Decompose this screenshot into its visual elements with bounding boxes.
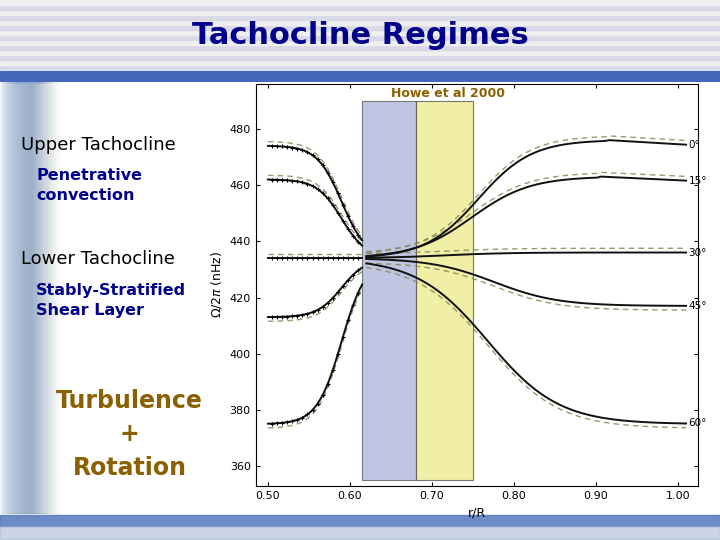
- Bar: [0, 0, 720, 5]
- Bar: [415, 100, 473, 481]
- Bar: [0, 30, 720, 35]
- Bar: [6, 82, 37, 514]
- Bar: [18, 82, 49, 514]
- Bar: [23, 82, 54, 514]
- Bar: [0, 50, 720, 55]
- Bar: [30, 82, 62, 514]
- Bar: [22, 82, 53, 514]
- Bar: [27, 82, 58, 514]
- Bar: [0, 55, 720, 60]
- Bar: [26, 82, 57, 514]
- Bar: [24, 82, 55, 514]
- Bar: [7, 82, 38, 514]
- Bar: [28, 82, 59, 514]
- Bar: [3, 82, 35, 514]
- Text: 15°: 15°: [688, 176, 707, 186]
- Text: Turbulence
+
Rotation: Turbulence + Rotation: [56, 389, 203, 480]
- Bar: [17, 82, 48, 514]
- Bar: [27, 82, 58, 514]
- Bar: [0, 35, 720, 40]
- Bar: [15, 82, 46, 514]
- Bar: [0, 82, 31, 514]
- Bar: [13, 82, 44, 514]
- Text: Howe et al 2000: Howe et al 2000: [391, 87, 505, 100]
- Bar: [21, 82, 53, 514]
- Bar: [5, 82, 36, 514]
- Bar: [25, 82, 56, 514]
- Bar: [9, 82, 40, 514]
- Text: Stably-Stratified
Shear Layer: Stably-Stratified Shear Layer: [36, 283, 186, 318]
- Bar: [0, 515, 720, 526]
- Y-axis label: $\Omega/2\pi$ (nHz): $\Omega/2\pi$ (nHz): [209, 251, 224, 319]
- Bar: [362, 100, 415, 481]
- Bar: [16, 82, 48, 514]
- Bar: [2, 82, 34, 514]
- Text: Lower Tachocline: Lower Tachocline: [21, 250, 175, 268]
- Bar: [25, 82, 57, 514]
- Text: 60°: 60°: [688, 418, 707, 428]
- Bar: [0, 40, 720, 45]
- Bar: [24, 82, 55, 514]
- Bar: [6, 82, 37, 514]
- Text: Upper Tachocline: Upper Tachocline: [21, 136, 176, 154]
- Text: 30°: 30°: [688, 247, 707, 258]
- Bar: [7, 82, 39, 514]
- Bar: [1, 82, 32, 514]
- Bar: [12, 82, 43, 514]
- Bar: [0, 5, 720, 10]
- X-axis label: r/R: r/R: [468, 507, 486, 519]
- Bar: [4, 82, 35, 514]
- Bar: [2, 82, 33, 514]
- Bar: [17, 82, 48, 514]
- Bar: [12, 82, 43, 514]
- Bar: [14, 82, 45, 514]
- Bar: [14, 82, 45, 514]
- Bar: [22, 82, 53, 514]
- Bar: [9, 82, 40, 514]
- Text: Penetrative
convection: Penetrative convection: [36, 168, 143, 203]
- Bar: [8, 82, 39, 514]
- Bar: [0, 526, 720, 539]
- Text: 0°: 0°: [688, 140, 701, 150]
- Bar: [19, 82, 50, 514]
- Bar: [0, 15, 720, 20]
- Bar: [0, 25, 720, 30]
- Bar: [30, 82, 61, 514]
- Bar: [20, 82, 51, 514]
- Bar: [30, 82, 60, 514]
- Bar: [11, 82, 42, 514]
- Bar: [0, 60, 720, 65]
- Bar: [0, 20, 720, 25]
- Bar: [21, 82, 52, 514]
- Bar: [0, 65, 720, 70]
- Bar: [16, 82, 47, 514]
- Bar: [12, 82, 42, 514]
- Text: 45°: 45°: [688, 301, 707, 311]
- Bar: [29, 82, 60, 514]
- Bar: [0, 10, 720, 15]
- Bar: [4, 82, 35, 514]
- Text: Tachocline Regimes: Tachocline Regimes: [192, 21, 528, 50]
- Bar: [0, 45, 720, 50]
- Bar: [1, 82, 32, 514]
- Bar: [10, 82, 41, 514]
- Bar: [19, 82, 50, 514]
